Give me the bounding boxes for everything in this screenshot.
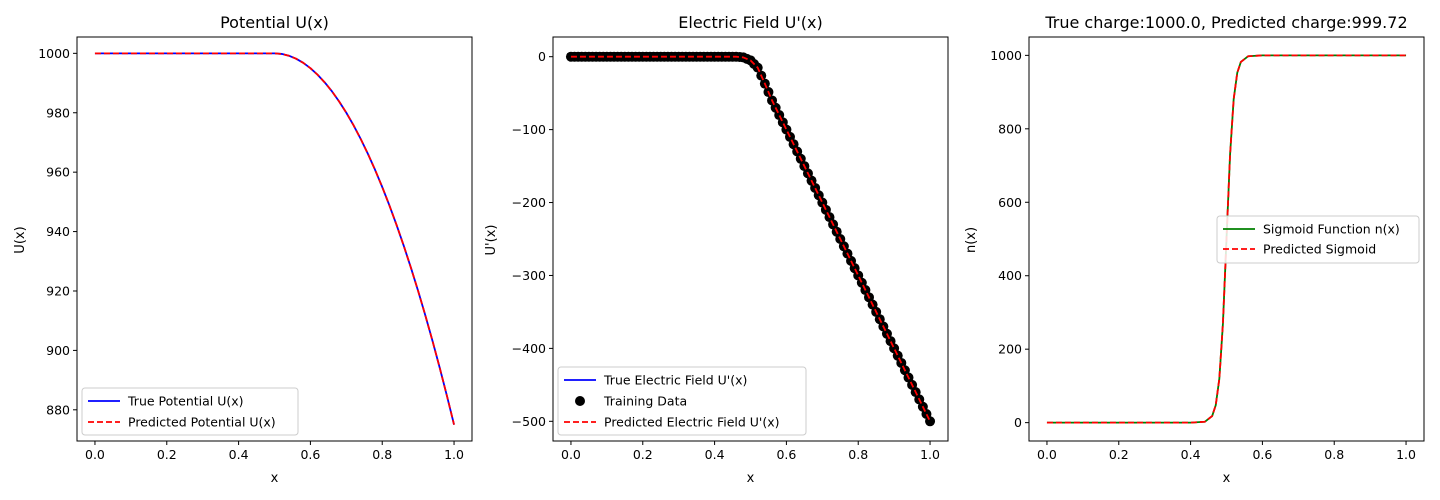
- y-tick-label: 980: [46, 105, 70, 120]
- x-tick-label: 0.6: [300, 447, 320, 462]
- y-tick-label: 800: [998, 121, 1022, 136]
- series-predicted-potential-u-x: [94, 52, 455, 425]
- axes-frame: [552, 36, 949, 442]
- y-tick-label: −200: [512, 195, 546, 210]
- y-tick-label: 600: [998, 195, 1022, 210]
- x-tick-label: 0.8: [1324, 447, 1344, 462]
- x-tick-label: 0.0: [561, 447, 581, 462]
- y-tick-label: −100: [512, 122, 546, 137]
- series-predicted-electric-field-u-x: [570, 55, 931, 422]
- sigmoid-chart: True charge:1000.0, Predicted charge:999…: [964, 13, 1425, 486]
- legend-box: [81, 387, 299, 436]
- legend-box: [557, 366, 807, 436]
- legend-label-predicted-field: Predicted Electric Field U'(x): [604, 415, 780, 430]
- legend-box: [1216, 215, 1420, 264]
- axes-frame: [1028, 36, 1425, 442]
- y-tick-label: 940: [46, 224, 70, 239]
- y-tick-label: 880: [46, 402, 70, 417]
- y-tick-label: 920: [46, 283, 70, 298]
- x-tick-label: 0.4: [229, 447, 249, 462]
- x-tick-label: 0.2: [157, 447, 177, 462]
- legend-label-training-data: Training Data: [603, 394, 687, 409]
- y-tick-label: 200: [998, 342, 1022, 357]
- electric-field-chart: Electric Field U'(x) x U'(x) 0.0 0.2 0.4 0.…: [484, 13, 949, 486]
- x-axis-label: x: [271, 471, 279, 486]
- training-data-point: [925, 416, 936, 427]
- legend: Sigmoid Function n(x) Predicted Sigmoid: [1216, 215, 1420, 264]
- x-tick-label: 0.8: [372, 447, 392, 462]
- x-tick-label: 0.8: [848, 447, 868, 462]
- x-axis-label: x: [1223, 471, 1231, 486]
- chart-title: True charge:1000.0, Predicted charge:999…: [1044, 13, 1407, 32]
- x-tick-label: 0.0: [1037, 447, 1057, 462]
- x-tick-label: 1.0: [1396, 447, 1416, 462]
- y-tick-label: 1000: [38, 46, 70, 61]
- x-tick-label: 0.0: [85, 447, 105, 462]
- y-axis-label: n(x): [964, 227, 979, 253]
- y-tick-label: 400: [998, 268, 1022, 283]
- y-tick-label: 900: [46, 343, 70, 358]
- legend-swatch-training-data: [575, 396, 585, 406]
- y-tick-label: −400: [512, 341, 546, 356]
- legend-label-true-field: True Electric Field U'(x): [603, 373, 747, 388]
- x-tick-label: 1.0: [920, 447, 940, 462]
- x-tick-label: 0.4: [705, 447, 725, 462]
- x-tick-label: 1.0: [444, 447, 464, 462]
- potential-chart: Potential U(x) x U(x) 0.0 0.2 0.4 0.6 0.8 1.0…: [13, 13, 473, 486]
- chart-title: Potential U(x): [220, 13, 329, 32]
- y-tick-label: 0: [538, 49, 546, 64]
- y-tick-label: −300: [512, 268, 546, 283]
- legend: True Potential U(x) Predicted Potential …: [81, 387, 299, 436]
- x-tick-label: 0.4: [1181, 447, 1201, 462]
- y-axis-label: U(x): [13, 226, 28, 253]
- plot-area: [565, 51, 936, 427]
- legend-label-predicted-sigmoid: Predicted Sigmoid: [1263, 242, 1376, 257]
- x-tick-label: 0.2: [633, 447, 653, 462]
- x-tick-label: 0.6: [1252, 447, 1272, 462]
- y-tick-label: −500: [512, 414, 546, 429]
- legend-label-predicted-potential: Predicted Potential U(x): [128, 415, 276, 430]
- y-tick-label: 0: [1014, 415, 1022, 430]
- x-tick-label: 0.2: [1109, 447, 1129, 462]
- legend: True Electric Field U'(x) Training Data …: [557, 366, 807, 436]
- x-axis-label: x: [747, 471, 755, 486]
- plot-area: [94, 52, 455, 425]
- legend-label-sigmoid: Sigmoid Function n(x): [1263, 222, 1400, 237]
- legend-label-true-potential: True Potential U(x): [127, 394, 244, 409]
- chart-title: Electric Field U'(x): [678, 13, 822, 32]
- y-tick-label: 960: [46, 165, 70, 180]
- y-axis-label: U'(x): [484, 225, 499, 256]
- y-tick-label: 1000: [990, 48, 1022, 63]
- axes-frame: [76, 36, 473, 442]
- x-tick-label: 0.6: [776, 447, 796, 462]
